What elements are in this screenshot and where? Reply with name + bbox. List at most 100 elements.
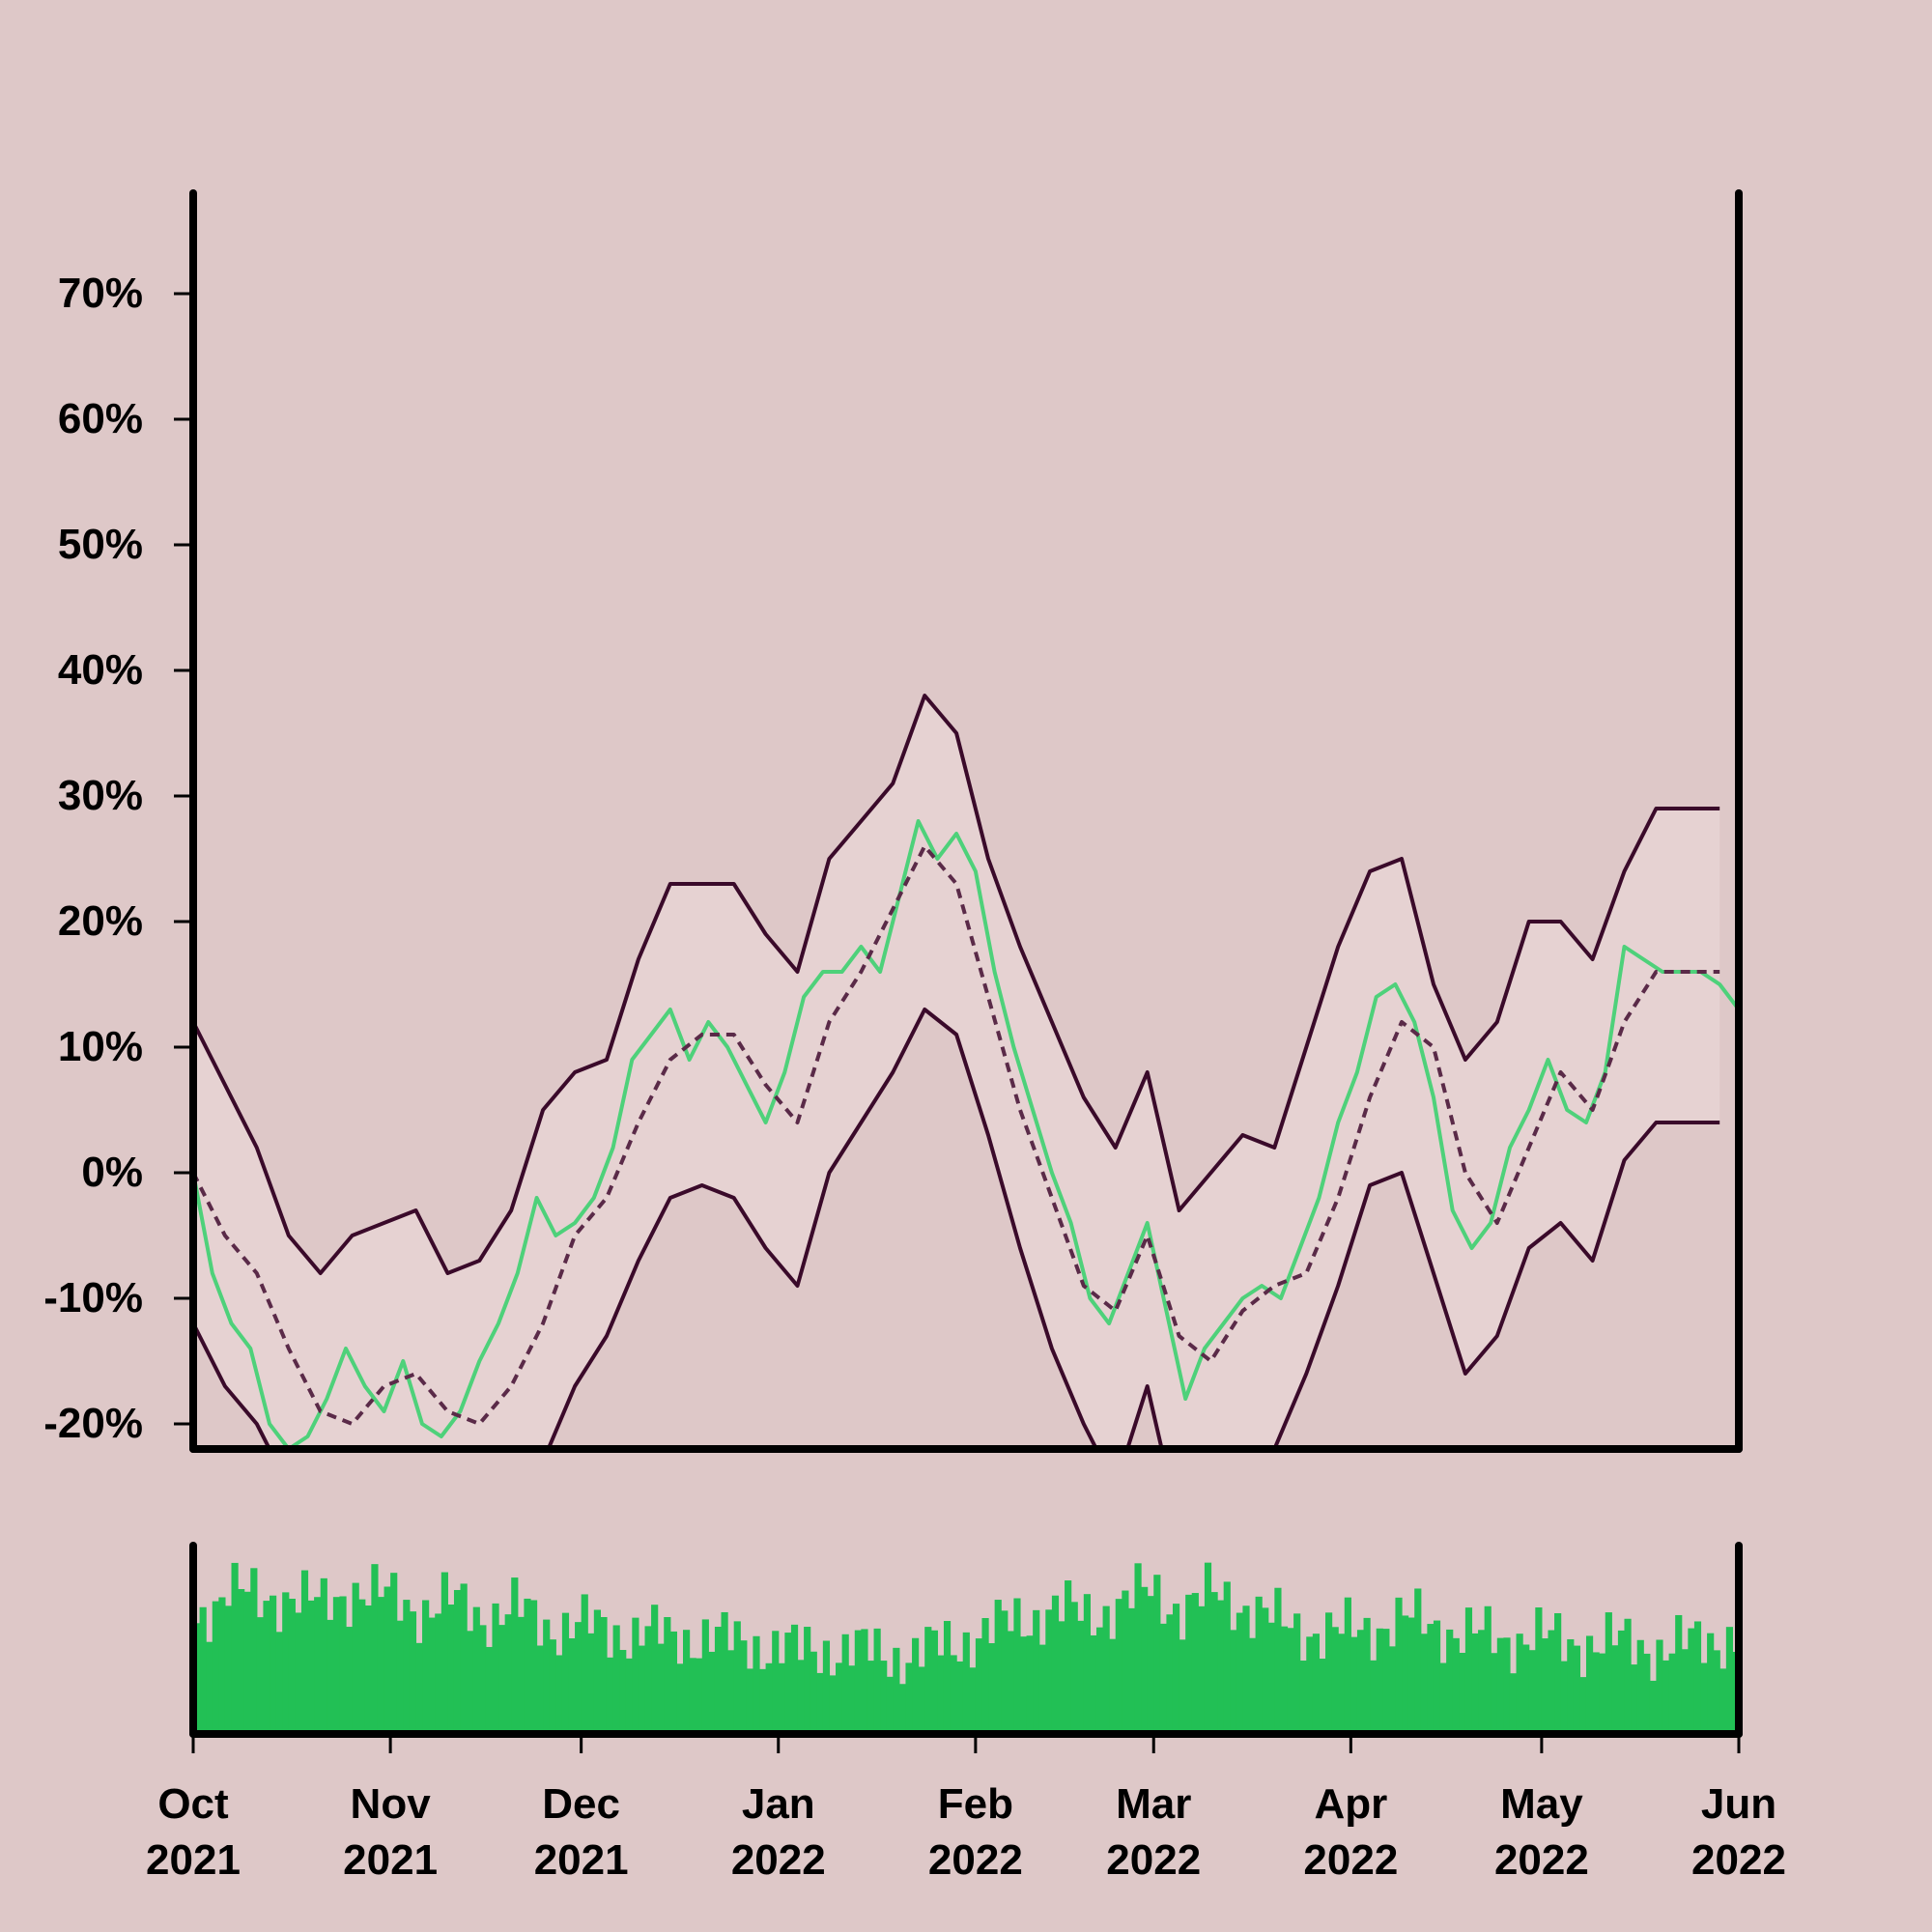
volume-bar bbox=[1331, 1627, 1339, 1734]
volume-bar bbox=[733, 1621, 741, 1734]
volume-bar bbox=[1070, 1602, 1078, 1734]
volume-bar bbox=[1382, 1629, 1390, 1734]
volume-bar bbox=[1541, 1638, 1549, 1734]
volume-bar bbox=[555, 1655, 563, 1734]
volume-bar bbox=[1370, 1660, 1378, 1734]
volume-bar bbox=[1585, 1635, 1594, 1734]
x-tick-year-label: 2022 bbox=[1106, 1836, 1201, 1884]
volume-bar bbox=[644, 1626, 652, 1734]
volume-bar bbox=[390, 1573, 398, 1734]
volume-bar bbox=[1388, 1646, 1397, 1734]
volume-bar bbox=[981, 1618, 989, 1734]
volume-bar bbox=[740, 1640, 748, 1734]
volume-bar bbox=[415, 1642, 423, 1734]
volume-bar bbox=[1509, 1673, 1518, 1734]
volume-bar bbox=[893, 1647, 900, 1734]
volume-bar bbox=[1058, 1621, 1065, 1734]
volume-bar bbox=[409, 1611, 417, 1734]
volume-bar bbox=[1102, 1605, 1110, 1734]
volume-bar bbox=[332, 1597, 341, 1734]
volume-bar bbox=[1255, 1596, 1263, 1734]
volume-bar bbox=[1338, 1634, 1346, 1734]
volume-bar bbox=[1605, 1612, 1612, 1734]
volume-bar bbox=[969, 1667, 977, 1734]
volume-bar bbox=[428, 1617, 436, 1734]
volume-bar bbox=[1496, 1637, 1504, 1734]
volume-bar bbox=[1159, 1623, 1167, 1734]
volume-bar bbox=[778, 1662, 785, 1734]
volume-bar bbox=[1491, 1653, 1498, 1734]
volume-bar bbox=[403, 1600, 411, 1734]
volume-bar bbox=[1267, 1622, 1275, 1734]
volume-bar bbox=[1554, 1613, 1562, 1734]
volume-bar bbox=[988, 1643, 996, 1734]
volume-bar bbox=[447, 1605, 455, 1734]
volume-bar bbox=[435, 1613, 442, 1734]
volume-bar bbox=[339, 1596, 347, 1734]
volume-bar bbox=[1319, 1659, 1326, 1734]
volume-bar bbox=[1631, 1664, 1638, 1734]
volume-bar bbox=[1242, 1605, 1250, 1734]
volume-bar bbox=[836, 1662, 843, 1734]
volume-bar bbox=[543, 1619, 551, 1734]
volume-bar bbox=[231, 1562, 239, 1734]
volume-bar bbox=[1573, 1645, 1580, 1734]
volume-bar bbox=[651, 1605, 659, 1734]
y-tick-label: 0% bbox=[81, 1149, 143, 1196]
volume-bar bbox=[1459, 1652, 1466, 1734]
volume-bar bbox=[1484, 1605, 1492, 1734]
volume-bar bbox=[1376, 1628, 1383, 1734]
volume-bar bbox=[358, 1599, 366, 1734]
volume-bar bbox=[822, 1640, 831, 1734]
y-tick-label: 40% bbox=[58, 646, 143, 694]
volume-bar bbox=[1636, 1639, 1644, 1734]
x-tick-month-label: Jan bbox=[742, 1780, 815, 1828]
volume-bar bbox=[696, 1658, 703, 1734]
volume-bar bbox=[1280, 1626, 1289, 1734]
y-tick-label: -10% bbox=[43, 1274, 143, 1321]
volume-bar bbox=[314, 1597, 322, 1734]
volume-bar bbox=[1141, 1586, 1149, 1734]
lower-band-line bbox=[193, 1008, 1720, 1449]
volume-bar bbox=[1535, 1607, 1543, 1734]
y-tick-label: 10% bbox=[58, 1023, 143, 1070]
volume-bar bbox=[529, 1600, 538, 1734]
volume-bar bbox=[714, 1627, 723, 1734]
volume-bar bbox=[1033, 1609, 1040, 1734]
x-tick-year-label: 2022 bbox=[928, 1836, 1023, 1884]
volume-bar bbox=[619, 1650, 627, 1734]
volume-bar bbox=[524, 1598, 531, 1734]
volume-bar bbox=[1065, 1580, 1072, 1734]
volume-bar bbox=[1700, 1662, 1708, 1734]
volume-bar bbox=[1522, 1644, 1530, 1734]
volume-bar bbox=[848, 1665, 856, 1734]
y-tick-label: 50% bbox=[58, 521, 143, 568]
volume-bar bbox=[1414, 1588, 1422, 1734]
volume-bar bbox=[1090, 1634, 1097, 1734]
volume-bar bbox=[950, 1655, 957, 1734]
volume-bar bbox=[1420, 1634, 1428, 1734]
volume-bar bbox=[492, 1603, 499, 1734]
volume-bar bbox=[1407, 1617, 1415, 1734]
x-tick-month-label: Oct bbox=[157, 1780, 229, 1828]
y-tick-label: 60% bbox=[58, 395, 143, 442]
volume-bar bbox=[256, 1617, 265, 1734]
volume-bar bbox=[975, 1638, 983, 1734]
volume-bar bbox=[1649, 1680, 1657, 1734]
band-fill bbox=[193, 696, 1720, 1449]
volume-bar bbox=[1045, 1609, 1053, 1734]
x-tick-month-label: Apr bbox=[1314, 1780, 1387, 1828]
volume-bar bbox=[536, 1645, 544, 1734]
volume-bar bbox=[1681, 1649, 1689, 1734]
axis-layer bbox=[189, 189, 1743, 1738]
volume-bar bbox=[1019, 1636, 1028, 1734]
volume-bar bbox=[1464, 1607, 1473, 1734]
volume-bar bbox=[1656, 1639, 1663, 1734]
volume-bar bbox=[440, 1572, 448, 1734]
volume-bar bbox=[898, 1684, 907, 1734]
volume-bar bbox=[861, 1629, 868, 1734]
volume-bar bbox=[1249, 1637, 1257, 1734]
volume-bar bbox=[905, 1662, 913, 1734]
volume-bar bbox=[1363, 1617, 1371, 1734]
volume-bar bbox=[797, 1660, 805, 1734]
